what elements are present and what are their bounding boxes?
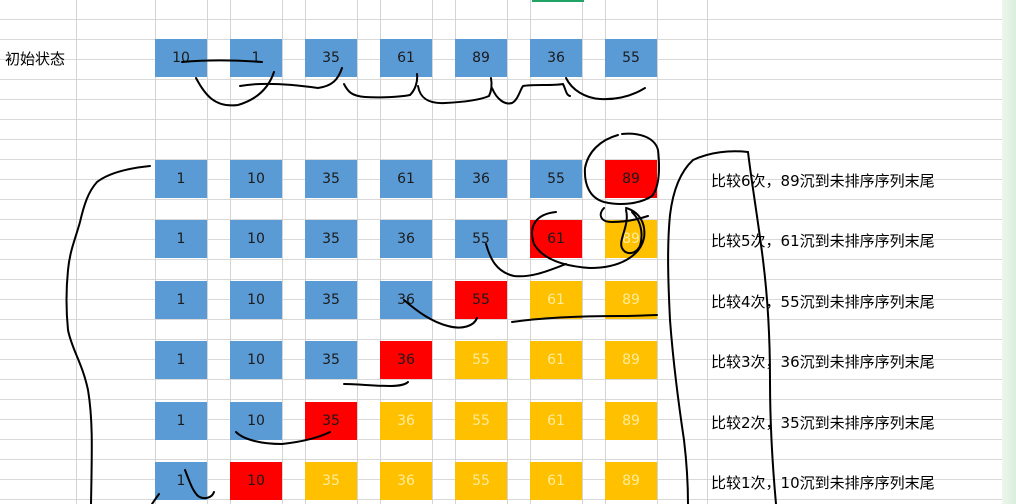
ink-stroke [747,151,777,504]
array-cell[interactable]: 89 [455,39,507,77]
array-cell[interactable]: 89 [605,220,657,258]
array-cell[interactable]: 61 [530,281,582,319]
ink-stroke [491,83,571,105]
ink-stroke [417,77,493,105]
pass-description: 比较6次，89沉到未排序序列末尾 [711,172,935,190]
ink-stroke [239,67,343,89]
ink-stroke [343,381,409,387]
column-divider [207,0,208,504]
array-cell[interactable]: 1 [155,402,207,440]
array-cell[interactable]: 35 [305,402,357,440]
column-divider [282,0,283,504]
ink-stroke [181,59,263,63]
array-cell[interactable]: 1 [155,462,207,500]
array-cell[interactable]: 89 [605,160,657,198]
array-cell[interactable]: 10 [230,220,282,258]
array-cell[interactable]: 10 [230,160,282,198]
pass-description: 比较5次，61沉到未排序序列末尾 [711,232,935,250]
array-cell[interactable]: 10 [230,281,282,319]
array-cell[interactable]: 55 [530,160,582,198]
array-cell[interactable]: 1 [155,220,207,258]
array-cell[interactable]: 55 [455,462,507,500]
array-cell[interactable]: 35 [305,462,357,500]
ink-stroke [531,207,646,269]
array-cell[interactable]: 36 [380,220,432,258]
initial-state-label: 初始状态 [5,50,66,68]
ink-stroke [195,71,275,107]
array-cell[interactable]: 55 [455,220,507,258]
ink-stroke [583,132,661,205]
ink-stroke [565,77,646,101]
array-cell[interactable]: 36 [380,281,432,319]
array-cell[interactable]: 36 [530,39,582,77]
column-divider [76,0,77,504]
pass-description: 比较1次，10沉到未排序序列末尾 [711,474,935,492]
ink-stroke [184,469,215,500]
array-cell[interactable]: 35 [305,341,357,379]
array-cell[interactable]: 36 [380,462,432,500]
array-cell[interactable]: 55 [455,402,507,440]
ink-stroke [151,493,160,504]
array-cell[interactable]: 35 [305,39,357,77]
column-divider [507,0,508,504]
column-divider [707,0,708,504]
ink-stroke [343,73,419,99]
active-column-indicator [532,0,584,2]
array-cell[interactable]: 61 [530,462,582,500]
array-cell[interactable]: 36 [380,402,432,440]
ink-stroke [620,209,643,254]
column-divider [582,0,583,504]
array-cell[interactable]: 36 [380,341,432,379]
array-cell[interactable]: 35 [305,281,357,319]
array-cell[interactable]: 36 [455,160,507,198]
column-divider [432,0,433,504]
array-cell[interactable]: 55 [455,281,507,319]
array-cell[interactable]: 89 [605,402,657,440]
ink-stroke [511,314,658,323]
array-cell[interactable]: 1 [230,39,282,77]
array-cell[interactable]: 1 [155,160,207,198]
array-cell[interactable]: 61 [530,341,582,379]
array-cell[interactable]: 89 [605,462,657,500]
array-cell[interactable]: 10 [230,462,282,500]
window-edge [1002,0,1016,504]
array-cell[interactable]: 61 [380,160,432,198]
ink-stroke [485,243,567,278]
ink-stroke [667,150,749,504]
array-cell[interactable]: 1 [155,281,207,319]
ink-stroke [65,165,151,504]
ink-stroke [235,431,331,445]
array-cell[interactable]: 89 [605,281,657,319]
array-cell[interactable]: 35 [305,220,357,258]
pass-description: 比较2次，35沉到未排序序列末尾 [711,414,935,432]
array-cell[interactable]: 55 [455,341,507,379]
ink-stroke [403,299,478,329]
array-cell[interactable]: 35 [305,160,357,198]
array-cell[interactable]: 1 [155,341,207,379]
column-divider [357,0,358,504]
array-cell[interactable]: 61 [530,402,582,440]
column-divider [657,0,658,504]
array-cell[interactable]: 55 [605,39,657,77]
array-cell[interactable]: 89 [605,341,657,379]
array-cell[interactable]: 10 [230,341,282,379]
array-cell[interactable]: 61 [380,39,432,77]
pass-description: 比较3次，36沉到未排序序列末尾 [711,353,935,371]
